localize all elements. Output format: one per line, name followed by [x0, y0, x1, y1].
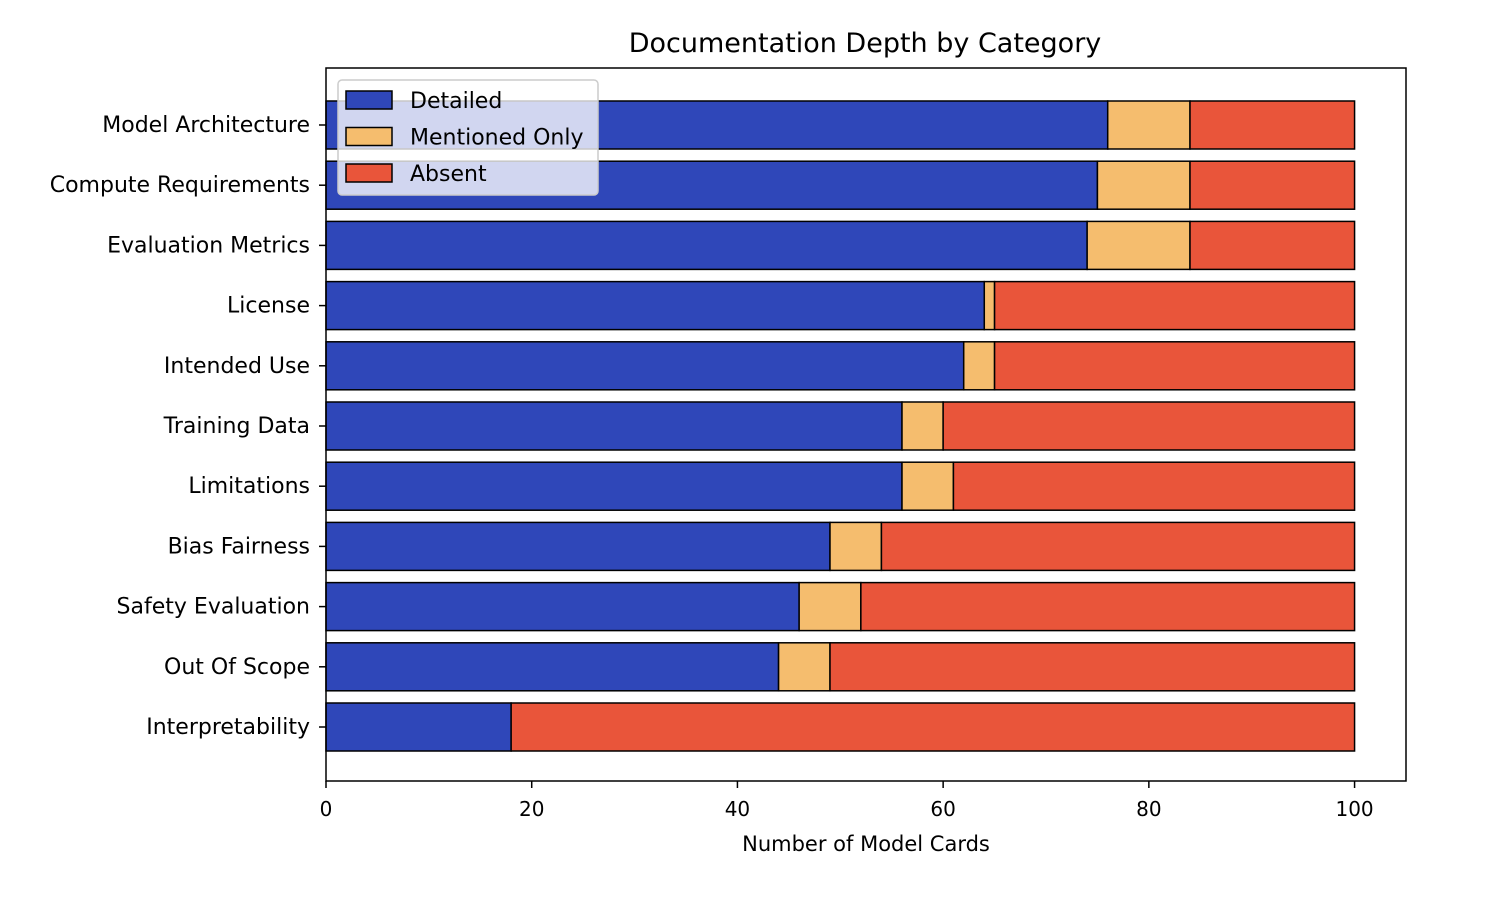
bar-intended-use-absent: [993, 341, 1356, 391]
y-tick-label-out-of-scope: Out Of Scope: [164, 655, 310, 680]
bar-interpretability-detailed: [325, 702, 512, 752]
legend-label-mentioned-only: Mentioned Only: [410, 126, 584, 151]
y-tick-label-limitations: Limitations: [188, 474, 310, 499]
legend-label-absent: Absent: [410, 162, 487, 187]
y-tick-label-evaluation-metrics: Evaluation Metrics: [107, 233, 310, 258]
legend-box: [337, 79, 599, 196]
bar-safety-evaluation-detailed: [325, 581, 800, 632]
y-tick-label-compute-requirements: Compute Requirements: [50, 173, 310, 198]
bar-bias-fairness-detailed: [325, 521, 831, 572]
x-tick-label-20: 20: [519, 797, 544, 821]
bar-training-data-absent: [942, 401, 1356, 451]
x-axis-label: Number of Model Cards: [742, 832, 990, 856]
bar-model-architecture-absent: [1189, 100, 1356, 150]
bars-group: [325, 100, 1356, 752]
x-axis: 0 20 40 60 80 100: [320, 781, 1374, 821]
legend: Detailed Mentioned Only Absent: [337, 79, 599, 196]
bar-training-data-mentioned-only: [901, 401, 944, 451]
y-tick-label-training-data: Training Data: [163, 414, 310, 439]
bar-interpretability-absent: [510, 702, 1356, 752]
bar-training-data-detailed: [325, 401, 903, 451]
bar-out-of-scope-absent: [829, 642, 1356, 692]
bar-out-of-scope-mentioned-only: [777, 642, 831, 692]
chart-title: Documentation Depth by Category: [629, 28, 1102, 59]
x-tick-label-80: 80: [1136, 797, 1161, 821]
x-tick-label-60: 60: [930, 797, 955, 821]
bar-limitations-absent: [952, 461, 1356, 511]
bar-safety-evaluation-absent: [860, 581, 1356, 632]
bar-bias-fairness-absent: [880, 521, 1356, 572]
y-tick-label-bias-fairness: Bias Fairness: [168, 534, 310, 559]
y-tick-label-safety-evaluation: Safety Evaluation: [117, 595, 310, 620]
bar-intended-use-detailed: [325, 341, 965, 391]
y-axis: Model Architecture Compute Requirements Ev…: [50, 113, 326, 740]
y-tick-label-interpretability: Interpretability: [146, 715, 310, 740]
x-tick-label-40: 40: [725, 797, 750, 821]
bar-model-architecture-mentioned-only: [1106, 100, 1191, 150]
legend-swatch-absent: [345, 163, 393, 183]
bar-compute-requirements-absent: [1189, 160, 1356, 210]
legend-swatch-mentioned-only: [345, 126, 393, 147]
x-tick-label-0: 0: [320, 797, 333, 821]
bar-license-mentioned-only: [983, 280, 996, 331]
bar-license-absent: [993, 280, 1356, 331]
bar-evaluation-metrics-absent: [1189, 220, 1356, 271]
bar-evaluation-metrics-mentioned-only: [1086, 220, 1191, 271]
bar-out-of-scope-detailed: [325, 642, 780, 692]
y-tick-label-model-architecture: Model Architecture: [102, 113, 310, 138]
bar-safety-evaluation-mentioned-only: [798, 581, 862, 632]
legend-swatch-detailed: [345, 90, 393, 110]
bar-license-detailed: [325, 280, 986, 331]
bar-limitations-mentioned-only: [901, 461, 955, 511]
legend-label-detailed: Detailed: [410, 89, 502, 114]
bar-evaluation-metrics-detailed: [325, 220, 1088, 271]
bar-intended-use-mentioned-only: [962, 341, 996, 391]
plot-frame: [325, 67, 1407, 782]
bar-compute-requirements-mentioned-only: [1096, 160, 1191, 210]
y-tick-label-license: License: [227, 294, 310, 319]
y-tick-label-intended-use: Intended Use: [164, 354, 310, 379]
bar-bias-fairness-mentioned-only: [829, 521, 883, 572]
x-tick-label-100: 100: [1335, 797, 1373, 821]
bar-limitations-detailed: [325, 461, 903, 511]
